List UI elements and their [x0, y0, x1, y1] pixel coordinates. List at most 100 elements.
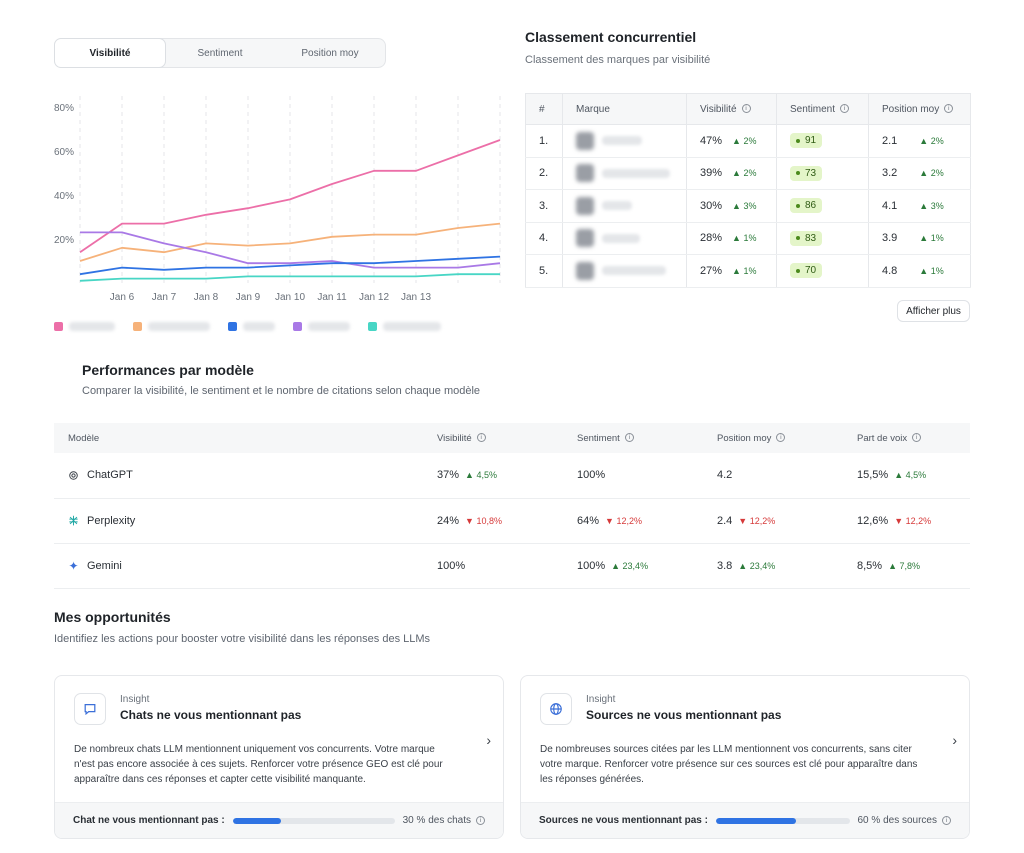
x-tick-label: Jan 6 — [110, 292, 135, 303]
y-tick-label: 40% — [54, 191, 74, 202]
model-cell: ChatGPT — [54, 453, 423, 499]
position-value: 4.8 — [882, 264, 898, 277]
delta-value: ▲ 4,5% — [465, 470, 497, 481]
tab-visibilite[interactable]: Visibilité — [54, 38, 166, 68]
card-heading: Sources ne vous mentionnant pas — [586, 708, 782, 722]
brand-logo-blurred — [576, 164, 594, 183]
col-label: Visibilité — [700, 103, 737, 115]
brand-logo-blurred — [576, 196, 594, 215]
ranking-title: Classement concurrentiel — [525, 29, 697, 45]
legend-item[interactable] — [368, 322, 441, 331]
legend-item[interactable] — [54, 322, 115, 331]
col-visibility: Visibilité i — [423, 423, 563, 453]
position-delta: ▲ 2% — [919, 168, 944, 179]
position-delta: ▲ 1% — [919, 233, 944, 244]
visibility-value: 24% — [437, 514, 460, 527]
model-cell: Perplexity — [54, 498, 423, 544]
ranking-row[interactable]: 2. 39% ▲ 2% 73 3.2 ▲ 2% — [525, 157, 971, 190]
legend-label-blurred — [69, 322, 115, 331]
info-icon[interactable]: i — [912, 433, 922, 443]
show-more-button[interactable]: Afficher plus — [897, 300, 970, 322]
delta-value: ▲ 4,5% — [894, 470, 927, 481]
sentiment-badge: 91 — [790, 133, 823, 149]
model-row[interactable]: ChatGPT 37% ▲ 4,5% 100% 4.2 15,5% ▲ 4,5% — [54, 453, 970, 499]
status-dot — [796, 171, 800, 176]
sentiment-value: 100% — [577, 469, 606, 482]
metric-tabs: Visibilité Sentiment Position moy — [54, 38, 386, 68]
info-icon[interactable]: i — [624, 433, 634, 443]
y-tick-label: 60% — [54, 147, 74, 158]
legend-item[interactable] — [228, 322, 275, 331]
chevron-right-icon[interactable]: › — [952, 732, 957, 748]
info-icon[interactable]: i — [840, 104, 850, 114]
sentiment-value: 73 — [805, 167, 817, 179]
ranking-row[interactable]: 3. 30% ▲ 3% 86 4.1 ▲ 3% — [525, 189, 971, 223]
model-row[interactable]: Perplexity 24% ▼ 10,8% 64% ▼ 12,2% 2.4 ▼ 12,2%… — [54, 498, 970, 544]
brand-name-blurred — [602, 168, 670, 178]
legend-swatch — [133, 322, 142, 331]
model-row[interactable]: ✦ Gemini 100% 100% ▲ 23,4% 3.8 ▲ 23,4% 8,5% ▲ 7,… — [54, 543, 970, 589]
share-value: 15,5% — [857, 469, 889, 482]
card-description: De nombreux chats LLM mentionnent unique… — [74, 744, 443, 785]
y-tick-label: 80% — [54, 103, 74, 114]
tab-position-moy[interactable]: Position moy — [301, 47, 359, 59]
insight-card-sources[interactable]: Insight Sources ne vous mentionnant pas … — [520, 675, 970, 839]
col-label: Part de voix — [857, 432, 908, 444]
visibility-cell: 30% ▲ 3% — [686, 189, 777, 223]
rank-number: 4. — [525, 222, 563, 255]
visibility-cell: 27% ▲ 1% — [686, 254, 777, 288]
position-delta: ▲ 1% — [919, 265, 944, 276]
sentiment-badge: 86 — [790, 198, 823, 214]
chart-svg: 80% 60% 40% 20% Jan 6 Jan 7 Jan 8 Jan 9 Jan 10 Ja… — [54, 96, 501, 303]
ranking-row[interactable]: 1. 47% ▲ 2% 91 2.1 ▲ 2% — [525, 124, 971, 158]
info-icon[interactable]: i — [944, 104, 954, 114]
legend-swatch — [368, 322, 377, 331]
brand-cell — [562, 222, 687, 255]
col-label: Visibilité — [437, 432, 472, 444]
visibility-value: 30% — [700, 199, 723, 212]
visibility-cell: 24% ▼ 10,8% — [423, 498, 563, 544]
visibility-cell: 100% — [423, 543, 563, 589]
delta-value: ▼ 10,8% — [465, 515, 502, 526]
visibility-delta: ▲ 3% — [732, 200, 757, 211]
card-kicker: Insight — [120, 694, 150, 705]
col-label: Modèle — [68, 432, 100, 444]
brand-name-blurred — [602, 201, 632, 211]
status-dot — [796, 268, 800, 273]
models-title: Performances par modèle — [82, 362, 254, 378]
visibility-cell: 28% ▲ 1% — [686, 222, 777, 255]
col-label: Sentiment — [577, 432, 620, 444]
info-icon[interactable]: i — [476, 816, 485, 825]
progress-fill — [232, 817, 282, 824]
legend-item[interactable] — [133, 322, 210, 331]
info-icon[interactable]: i — [942, 816, 951, 825]
rank-number: 5. — [525, 254, 563, 288]
globe-icon — [540, 693, 572, 725]
rank-number: 2. — [525, 157, 563, 190]
position-cell: 2.4 ▼ 12,2% — [703, 498, 843, 544]
progress-track — [715, 817, 850, 824]
sentiment-cell: 91 — [776, 124, 869, 158]
delta-value: ▲ 7,8% — [888, 560, 920, 571]
card-footer: Sources ne vous mentionnant pas : 60 % d… — [521, 802, 969, 838]
series-line — [79, 222, 501, 262]
col-label: Position moy — [717, 432, 772, 444]
position-value: 2.1 — [882, 134, 898, 147]
progress-track — [232, 817, 395, 824]
insight-card-chats[interactable]: Insight Chats ne vous mentionnant pas De… — [54, 675, 504, 839]
opportunities-title: Mes opportunités — [54, 609, 171, 625]
position-cell: 4.2 — [703, 453, 843, 499]
brand-cell — [562, 124, 687, 158]
tab-sentiment[interactable]: Sentiment — [197, 47, 243, 59]
delta-value: ▼ 12,2% — [894, 515, 932, 526]
sentiment-value: 83 — [805, 232, 817, 244]
ranking-row[interactable]: 5. 27% ▲ 1% 70 4.8 ▲ 1% — [525, 254, 971, 288]
legend-item[interactable] — [293, 322, 350, 331]
col-sentiment: Sentiment i — [776, 93, 869, 125]
info-icon[interactable]: i — [476, 433, 486, 443]
chevron-right-icon[interactable]: › — [486, 732, 491, 748]
col-visibility: Visibilité i — [686, 93, 777, 125]
ranking-row[interactable]: 4. 28% ▲ 1% 83 3.9 ▲ 1% — [525, 222, 971, 255]
info-icon[interactable]: i — [741, 104, 751, 114]
info-icon[interactable]: i — [776, 433, 786, 443]
